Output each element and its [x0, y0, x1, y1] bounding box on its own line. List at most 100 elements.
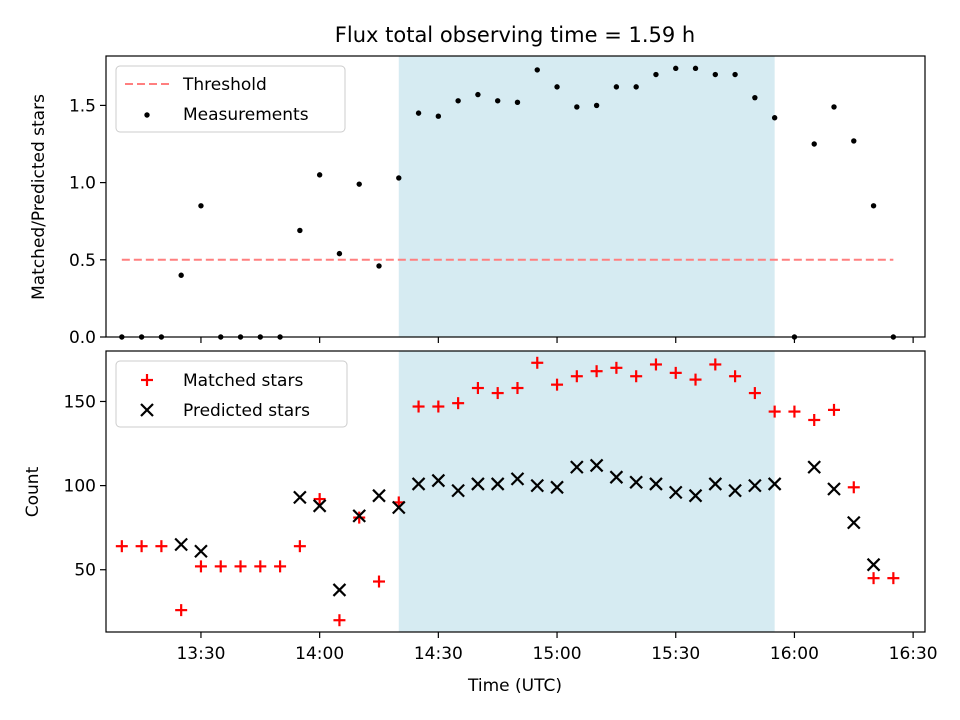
predicted-star-point: [392, 500, 406, 515]
x-tick-label: 13:30: [176, 644, 225, 664]
matched-star-point: [531, 356, 544, 369]
predicted-star-point: [728, 483, 742, 498]
y-tick-label: 100: [64, 477, 96, 497]
matched-star-point: [333, 614, 346, 627]
matched-star-point: [274, 560, 287, 573]
predicted-star-point: [609, 470, 624, 484]
predicted-star-point: [570, 460, 584, 474]
measurement-point: [613, 84, 620, 90]
observing-span: [398, 351, 775, 632]
ratio-plot-frame: [105, 55, 926, 338]
matched-star-point: [748, 387, 761, 400]
x-tick-label: 15:00: [533, 644, 582, 664]
legend-matched-label: Matched stars: [183, 371, 303, 391]
matched-star-point: [313, 493, 326, 506]
predicted-star-point: [510, 472, 525, 486]
measurement-point: [811, 141, 817, 147]
measurement-point: [198, 203, 204, 209]
predicted-star-point: [312, 499, 327, 513]
measurement-point: [514, 99, 521, 106]
measurement-point: [752, 94, 758, 101]
observing-span: [398, 56, 775, 337]
measurement-point: [851, 138, 857, 144]
x-axis-label: Time (UTC): [467, 676, 562, 696]
predicted-star-point: [411, 477, 426, 491]
observing-span-rect: [398, 56, 775, 337]
measurement-point: [475, 91, 481, 98]
measurement-point: [653, 71, 659, 78]
matched-star-point: [689, 373, 702, 386]
x-tick-label: 16:00: [770, 644, 819, 664]
predicted-star-point: [748, 478, 762, 493]
y-tick-label: 1.0: [69, 174, 96, 194]
predicted-star-point: [490, 477, 505, 491]
y-tick-label: 1.5: [69, 96, 96, 116]
matched-star-point: [808, 413, 821, 426]
predicted-stars-points: [174, 458, 881, 597]
x-tick-label: 16:30: [889, 644, 938, 664]
matched-star-point: [432, 400, 445, 413]
measurement-point: [455, 98, 461, 104]
legend-threshold-label: Threshold: [182, 75, 267, 95]
measurement-point: [494, 98, 501, 104]
predicted-star-point: [431, 473, 446, 488]
predicted-star-point: [767, 477, 782, 491]
matched-star-point: [135, 540, 148, 553]
measurement-point: [870, 203, 877, 209]
predicted-star-point: [589, 458, 604, 473]
predicted-star-point: [866, 557, 881, 572]
matched-star-point: [828, 403, 840, 416]
matched-star-point: [709, 358, 722, 371]
matched-star-point: [669, 366, 682, 379]
ratio-y-ticks: 0.0 0.5 1.0 1.5: [69, 96, 106, 348]
matched-star-point: [551, 378, 564, 391]
measurement-point: [712, 71, 719, 78]
matched-star-point: [353, 511, 366, 524]
count-y-axis-label: Count: [23, 466, 43, 517]
predicted-star-point: [471, 477, 485, 491]
measurement-point: [633, 84, 639, 90]
count-y-ticks: 50 100 150: [64, 392, 106, 581]
measurement-point: [396, 175, 402, 181]
matched-star-point: [115, 540, 128, 553]
ratio-panel: 0.0 0.5 1.0 1.5 Matched/Predicted stars Thr…: [29, 55, 926, 348]
measurement-point: [435, 113, 442, 119]
predicted-star-point: [827, 482, 841, 496]
y-tick-label: 50: [74, 561, 96, 581]
matched-star-point: [254, 560, 267, 573]
matched-star-point: [768, 405, 781, 418]
y-tick-label: 150: [64, 392, 96, 412]
measurement-point: [554, 84, 560, 90]
measurement-point: [574, 104, 580, 110]
x-tick-label: 14:30: [414, 644, 463, 664]
measurement-point: [316, 172, 323, 178]
measurement-point: [692, 65, 699, 72]
legend-predicted-label: Predicted stars: [183, 401, 310, 421]
predicted-star-point: [174, 537, 188, 552]
matched-star-point: [788, 405, 801, 418]
matched-star-point: [214, 560, 227, 573]
count-x-ticks: 13:30 14:00 14:30 15:00 15:30 16:00 16:30: [176, 632, 938, 664]
x-tick-label: 14:00: [295, 644, 344, 664]
matched-star-point: [847, 481, 860, 494]
predicted-star-point: [530, 478, 545, 493]
matched-star-point: [630, 370, 643, 383]
matched-star-point: [867, 572, 880, 585]
predicted-star-point: [352, 509, 366, 523]
measurement-point: [732, 71, 738, 78]
predicted-star-point: [194, 544, 208, 559]
matched-star-point: [155, 540, 168, 553]
measurement-point: [336, 250, 343, 257]
matched-star-point: [194, 560, 207, 573]
measurement-point: [771, 115, 778, 121]
count-legend-box: [115, 360, 348, 428]
matched-star-point: [452, 397, 465, 410]
legend-predicted-swatch: [140, 403, 154, 417]
ratio-legend: Threshold Measurements: [115, 65, 346, 133]
ratio-x-ticks: [200, 337, 914, 343]
matched-star-point: [570, 370, 583, 383]
y-tick-label: 0.0: [69, 328, 96, 348]
predicted-star-point: [807, 460, 821, 474]
matched-star-point: [729, 370, 742, 383]
matched-star-point: [373, 575, 385, 588]
